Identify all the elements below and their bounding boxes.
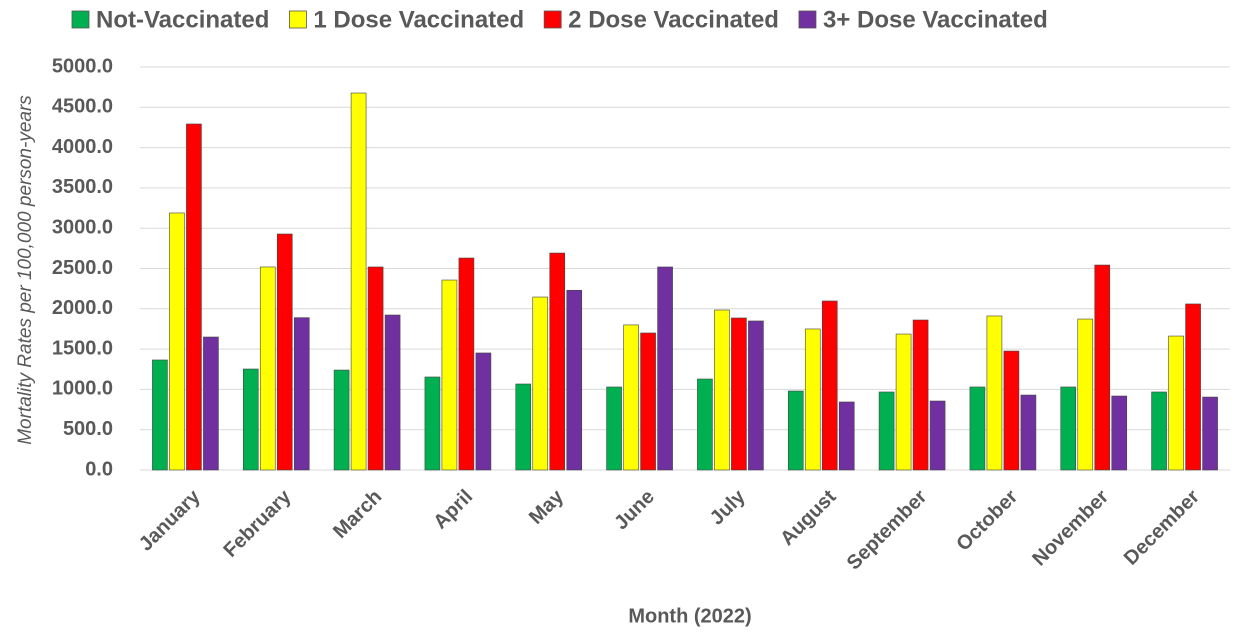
legend-swatch [798,10,817,29]
legend-swatch [543,10,562,29]
x-tick-label: March [329,486,386,543]
legend-label: Not-Vaccinated [96,6,269,33]
bar [532,296,549,471]
bar [276,233,293,471]
bar [912,319,929,471]
bar [606,386,622,471]
bar [787,390,804,471]
bar [929,400,946,471]
bar [458,257,475,471]
y-tick-label: 0.0 [85,458,113,480]
bar [186,123,202,471]
bar [441,279,458,471]
bar [152,359,168,471]
bar [549,252,566,471]
x-tick-label: June [610,486,659,535]
x-tick-label: September [843,486,932,575]
bar [242,368,259,471]
x-tick-label: January [135,485,205,555]
bar [657,266,673,471]
bar [623,324,639,471]
bar [515,383,532,471]
y-tick-label: 2000.0 [52,297,113,319]
bar [1202,396,1218,471]
bar [1111,395,1128,471]
bar [1020,394,1037,471]
bar [1060,386,1077,471]
bar [384,314,401,471]
y-tick-label: 4000.0 [52,136,113,158]
legend-label: 3+ Dose Vaccinated [823,6,1048,33]
y-tick-label: 500.0 [63,418,113,440]
bar [475,352,492,471]
x-tick-label: October [952,486,1022,556]
y-tick-label: 4500.0 [52,96,113,118]
bar [169,212,185,471]
y-axis-label: Mortality Rates per 100,000 person-years [15,95,36,445]
y-tick-label: 3000.0 [52,216,113,238]
y-tick-label: 1000.0 [52,378,113,400]
bar [1185,303,1201,471]
x-tick-label: November [1028,486,1113,571]
x-tick-label: February [219,485,296,562]
bar [986,315,1003,471]
bar [821,300,838,471]
bar [838,401,855,471]
x-tick-label: August [776,485,841,550]
bar [350,92,367,471]
x-tick-label: December [1120,486,1204,570]
x-axis-label: Month (2022) [628,605,751,627]
y-tick-label: 5000.0 [52,55,113,77]
y-tick-label: 2500.0 [52,257,113,279]
x-tick-label: July [706,485,750,529]
bar [748,320,764,471]
bar [731,317,747,471]
y-tick-label: 1500.0 [52,337,113,359]
bar [895,333,912,471]
legend-swatch [288,10,307,29]
x-tick-label: May [525,485,569,529]
bar [714,309,730,471]
bar [203,336,219,471]
bar [333,369,350,471]
bar [640,332,656,471]
bar [367,266,384,471]
bar [1077,318,1094,471]
bar [1094,264,1111,471]
bar [1168,335,1184,471]
bar [566,289,583,471]
bar [424,376,441,471]
legend-swatch [71,10,90,29]
bar [1003,350,1020,471]
x-tick-label: April [429,486,477,534]
legend-label: 1 Dose Vaccinated [313,6,524,33]
bar [1151,391,1167,471]
bar [804,328,821,471]
y-tick-label: 3500.0 [52,176,113,198]
bar [878,391,895,471]
bar [697,378,713,471]
bar [293,317,310,471]
legend-label: 2 Dose Vaccinated [568,6,779,33]
bar [969,386,986,471]
bar [259,266,276,471]
